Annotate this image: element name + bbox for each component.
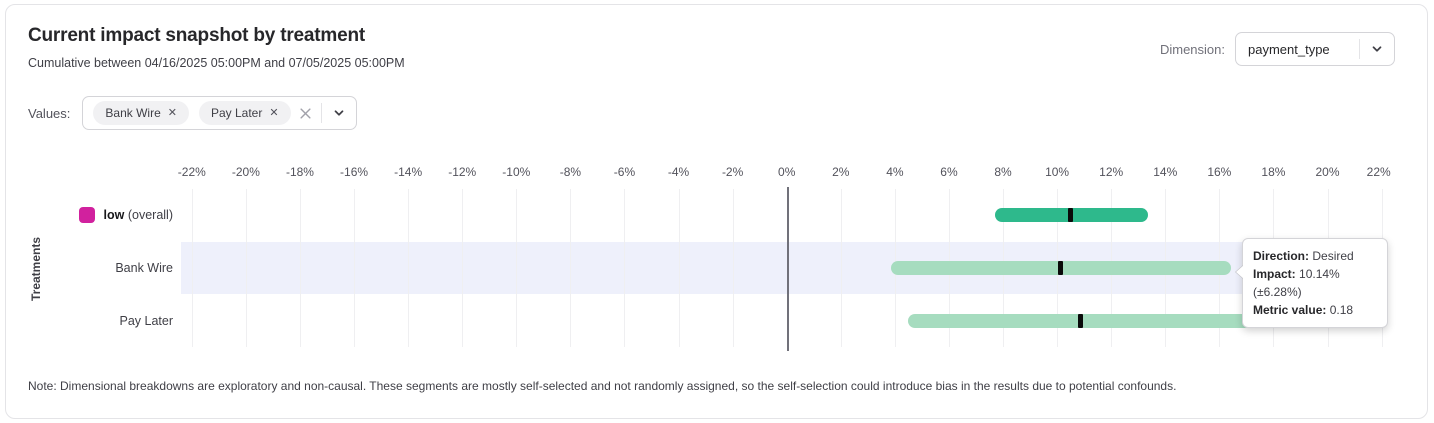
x-tick-label: -2% (721, 165, 744, 179)
tooltip-line: Metric value: 0.18 (1253, 303, 1354, 317)
x-tick-label: -16% (340, 165, 369, 179)
impact-point-marker (1068, 208, 1074, 223)
tooltip-line: Direction: Desired (1253, 249, 1354, 263)
gridline (299, 189, 301, 347)
row-label: low (overall) (6, 189, 173, 242)
x-tick-label: 20% (1315, 165, 1340, 179)
x-tick-label: -14% (394, 165, 423, 179)
chip-remove-icon[interactable]: ✕ (269, 106, 279, 119)
values-filter: Values: Bank Wire ✕ Pay Later ✕ (28, 96, 357, 130)
dimension-select[interactable]: payment_type (1235, 32, 1395, 66)
gridline (570, 189, 572, 347)
chip-label: Bank Wire (105, 106, 161, 120)
gridline (354, 189, 356, 347)
gridline (624, 189, 626, 347)
legend-swatch (78, 207, 95, 224)
zero-baseline (786, 187, 789, 351)
y-axis-title: Treatments (29, 236, 43, 302)
tooltip-lines: Direction: Desired Impact: 10.14% (±6.28%… (1253, 247, 1377, 319)
x-tick-label: 14% (1153, 165, 1178, 179)
x-tick-label: -12% (448, 165, 477, 179)
gridline (462, 189, 464, 347)
impact-point-marker (1058, 261, 1064, 275)
values-label: Values: (28, 105, 71, 121)
select-divider (1359, 39, 1360, 59)
tooltip-arrow (1236, 265, 1244, 279)
x-tick-label: 6% (940, 165, 958, 179)
clear-all-icon[interactable] (291, 106, 321, 121)
x-tick-label: -20% (231, 165, 260, 179)
select-divider (320, 103, 322, 123)
x-tick-label: 0% (778, 165, 796, 179)
row-label: Pay Later (6, 294, 173, 347)
gridline (678, 189, 680, 347)
tooltip-line: Impact: 10.14% (±6.28%) (1253, 267, 1340, 299)
value-chip[interactable]: Pay Later ✕ (198, 101, 291, 125)
x-tick-label: 10% (1045, 165, 1070, 179)
chevron-down-icon[interactable] (1360, 42, 1394, 56)
x-axis-tick-labels: -22% -20% -18% -16% -14% -12% -10% -8% -6% -4% -2%… (177, 165, 1391, 181)
chip-remove-icon[interactable]: ✕ (167, 106, 177, 119)
value-chip[interactable]: Bank Wire ✕ (93, 101, 189, 125)
impact-tooltip: Direction: Desired Impact: 10.14% (±6.28%… (1235, 238, 1388, 328)
x-tick-label: 16% (1207, 165, 1232, 179)
chip-label: Pay Later (210, 106, 263, 120)
impact-point-marker (1078, 313, 1084, 328)
dimension-control: Dimension: payment_type (1160, 32, 1395, 66)
gridline (840, 189, 842, 347)
values-multiselect[interactable]: Bank Wire ✕ Pay Later ✕ (82, 96, 357, 130)
plot-area (181, 187, 1387, 351)
y-axis-row-labels: low (overall) Bank Wire Pay Later (6, 189, 173, 347)
gridline (245, 189, 247, 347)
row-label: Bank Wire (6, 242, 173, 295)
date-range-subtitle: Cumulative between 04/16/2025 05:00PM an… (28, 56, 405, 70)
x-tick-label: -6% (613, 165, 636, 179)
gridline (732, 189, 734, 347)
x-tick-label: -10% (502, 165, 531, 179)
x-tick-label: 2% (832, 165, 850, 179)
dimension-label: Dimension: (1159, 41, 1225, 57)
row-label-text: low (overall) (103, 208, 173, 223)
x-tick-label: -18% (285, 165, 314, 179)
x-tick-label: 12% (1099, 165, 1124, 179)
x-tick-label: 8% (994, 165, 1012, 179)
dimension-selected-value: payment_type (1248, 41, 1330, 57)
x-tick-label: 22% (1366, 165, 1391, 179)
disclaimer-note: Note: Dimensional breakdowns are explora… (28, 379, 1177, 393)
x-tick-label: 4% (886, 165, 904, 179)
chevron-down-icon[interactable] (322, 106, 356, 120)
x-tick-label: -22% (177, 165, 206, 179)
row-label-text: Bank Wire (115, 260, 173, 275)
x-tick-label: -8% (559, 165, 582, 179)
x-tick-label: 18% (1261, 165, 1286, 179)
gridline (408, 189, 410, 347)
page-title: Current impact snapshot by treatment (28, 25, 365, 46)
gridline (516, 189, 518, 347)
impact-snapshot-card: Current impact snapshot by treatment Cum… (5, 4, 1428, 419)
gridline (191, 189, 193, 347)
x-tick-label: -4% (667, 165, 690, 179)
selected-value-chips: Bank Wire ✕ Pay Later ✕ (93, 101, 291, 125)
row-label-text: Pay Later (119, 313, 173, 328)
